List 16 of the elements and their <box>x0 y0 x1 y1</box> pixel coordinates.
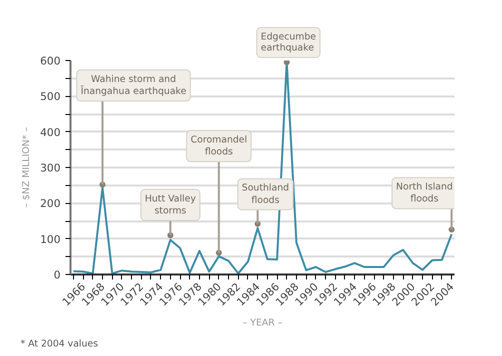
y-axis-title: – $NZ MILLION* – <box>21 126 32 208</box>
annotation: Hutt Valley storms <box>144 193 196 216</box>
y-tick-label: 500 <box>40 90 61 104</box>
text: * At 2004 values <box>20 338 98 350</box>
y-tick-label: 300 <box>40 162 61 174</box>
y-tick-label: 100 <box>40 232 61 246</box>
annotation: Coromandel floods <box>190 134 248 158</box>
annotation: Wahine storm and Īnangahua earthquake <box>80 74 187 98</box>
y-tick-label: 400 <box>40 126 61 139</box>
y-tick-label: 600 <box>40 54 61 68</box>
x-axis-title: – YEAR – <box>242 317 283 328</box>
y-tick-label: 0 <box>54 268 61 282</box>
annotation: North Island floods <box>396 182 453 205</box>
annotation: Southland floods <box>242 182 290 206</box>
annotation: Edgecumbe earthquake <box>260 32 316 54</box>
y-tick-label: 200 <box>40 197 61 210</box>
